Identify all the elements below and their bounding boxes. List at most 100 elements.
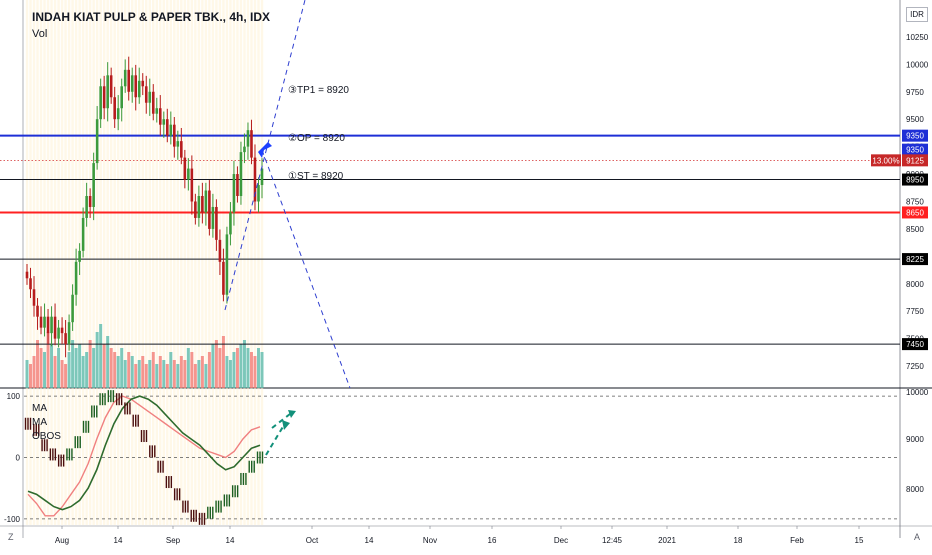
candle-body [222,261,225,295]
session-stripe [85,0,88,525]
candle-body [208,190,211,229]
session-stripe [260,0,264,525]
currency-badge[interactable]: IDR [906,7,928,22]
candle-body [57,327,60,339]
session-stripe [92,0,95,525]
candle-body [211,206,215,229]
auto-scale-letter[interactable]: A [914,532,921,542]
candle-body [162,119,166,125]
candle-body [232,174,236,213]
session-stripe [204,0,208,525]
st-annotation[interactable]: ①ST = 8920 [288,171,344,182]
volume-bar [172,360,176,388]
volume-bar [176,364,180,388]
session-stripe [46,0,50,525]
session-stripe [173,0,176,525]
session-stripe [197,0,201,525]
y-tick-9750: 9750 [906,88,924,97]
volume-bar [102,344,106,388]
volume-bar [113,352,117,388]
volume-bar [260,352,264,388]
volume-bar [151,352,155,388]
candle-body [183,157,187,180]
session-stripe [109,0,113,525]
volume-bar [134,364,138,388]
volume-bar [169,352,173,388]
osc-obos-label: OBOS [32,431,61,442]
y-tick-8500: 8500 [906,225,924,234]
osc-y-tick-0: 0 [16,454,21,463]
candle-body [134,75,138,98]
op-annotation[interactable]: ②OP = 8920 [288,133,345,144]
volume-bar [60,360,64,388]
osc-right-tick-10000: 10000 [906,388,929,397]
volume-bar [109,348,113,388]
candle-body [46,316,50,334]
session-stripe [130,0,134,525]
session-stripe [67,0,71,525]
badge-9350-bottom-bg [902,143,928,156]
session-stripe [166,0,169,525]
session-stripe [243,0,246,525]
volume-bar [211,344,215,388]
volume-bar [95,332,99,388]
session-stripe [64,0,67,525]
badge-8650-bg [902,206,928,219]
candle-body [243,146,246,153]
session-stripe [159,0,162,525]
volume-bar [137,360,141,388]
candle-body [215,206,218,240]
volume-bar [32,356,36,388]
x-tick-13: 15 [855,536,864,545]
y-tick-9500: 9500 [906,115,924,124]
y-tick-7250: 7250 [906,362,924,371]
badge-7450: 7450 [906,340,924,349]
tp1-annotation[interactable]: ③TP1 = 8920 [288,85,349,96]
candle-body [176,141,180,147]
volume-bar [162,360,166,388]
candle-body [95,119,99,164]
candle-body [120,86,124,109]
volume-bar [71,340,75,388]
x-tick-4: Oct [306,536,319,545]
x-tick-9: 12:45 [602,536,623,545]
session-stripe [113,0,116,525]
x-tick-3: 14 [226,536,235,545]
volume-bar [232,352,236,388]
volume-bar [155,364,159,388]
osc-ma-green-line [27,395,261,511]
volume-bar [183,360,187,388]
volume-bar [92,348,96,388]
volume-bar [225,356,229,388]
osc-right-tick-9000: 9000 [906,435,924,444]
session-stripe [36,0,39,525]
session-stripe [120,0,123,525]
badge-9350-top: 9350 [906,132,924,141]
session-stripe [141,0,144,525]
session-stripe [162,0,166,525]
volume-bar [242,340,246,388]
session-stripe [81,0,85,525]
candle-body [173,124,176,147]
zoom-letter[interactable]: Z [8,532,14,542]
badge-9350-top-bg [902,129,928,142]
candle-body [204,190,208,213]
session-stripe [32,0,36,525]
projection-down-line [261,149,351,389]
session-stripe [211,0,215,525]
y-tick-8750: 8750 [906,197,924,206]
candle-body [169,124,173,136]
candle-body [39,316,43,328]
candle-body [64,333,67,345]
candle-body [53,316,57,339]
session-stripe [180,0,183,525]
x-tick-1: 14 [114,536,123,545]
volume-bar [186,348,190,388]
candle-body [130,75,134,92]
candle-body [229,212,232,235]
volume-bar [158,356,162,388]
candle-body [85,196,88,218]
session-stripe [116,0,120,525]
